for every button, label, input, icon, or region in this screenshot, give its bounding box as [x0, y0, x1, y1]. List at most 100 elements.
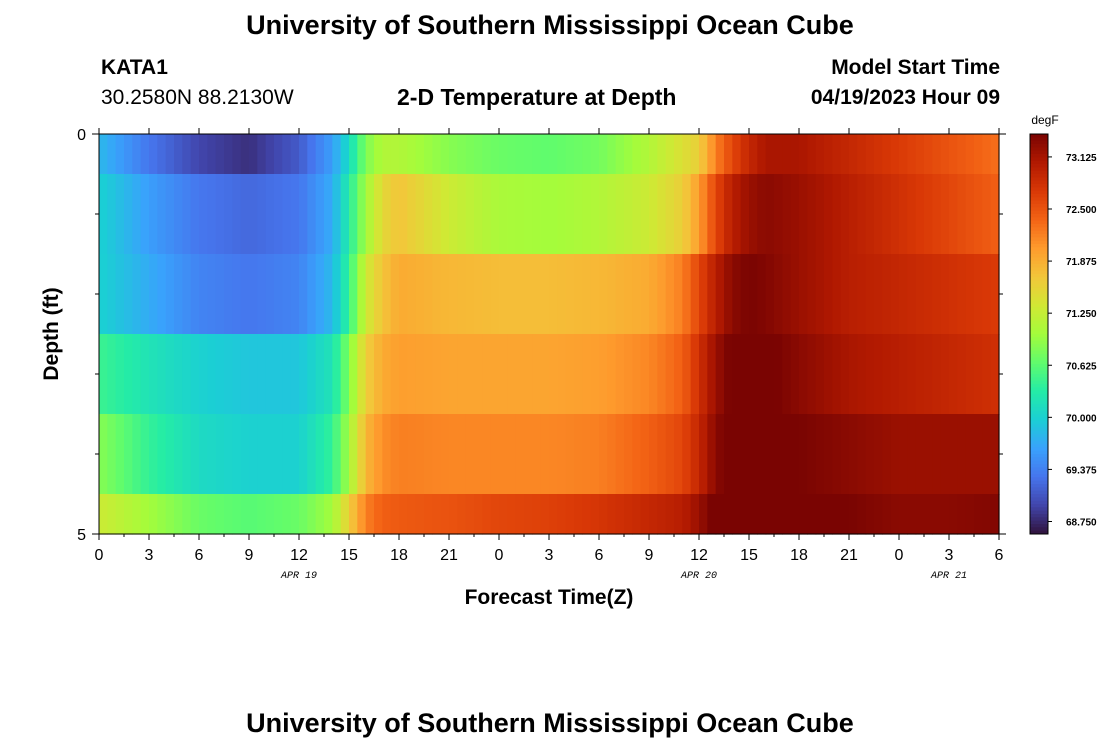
colorbar-segment: [1030, 327, 1048, 332]
heatmap-cell: [115, 414, 125, 495]
heatmap-cell: [832, 494, 842, 535]
colorbar-segment: [1030, 467, 1048, 472]
heatmap-cell: [757, 134, 767, 175]
colorbar-segment: [1030, 497, 1048, 502]
heatmap-cell: [640, 134, 650, 175]
heatmap-cell: [449, 174, 458, 255]
y-axis: 05: [77, 127, 1006, 544]
colorbar-tick-label: 71.875: [1066, 257, 1097, 268]
heatmap-cell: [707, 134, 717, 175]
heatmap-cell: [649, 494, 658, 535]
x-tick-label: 6: [195, 547, 204, 564]
heatmap-cell: [715, 134, 725, 175]
heatmap-cell: [865, 254, 875, 335]
heatmap-cell: [249, 414, 258, 495]
heatmap-cell: [690, 254, 700, 335]
heatmap-cell: [415, 134, 425, 175]
heatmap-cell: [982, 254, 992, 335]
heatmap-cell: [599, 254, 608, 335]
heatmap-cell: [107, 134, 117, 175]
heatmap-cell: [557, 414, 567, 495]
heatmap-cell: [890, 494, 900, 535]
heatmap-cell: [315, 334, 325, 415]
heatmap-cell: [440, 254, 450, 335]
heatmap-cell: [507, 334, 517, 415]
heatmap-cell: [774, 334, 783, 415]
colorbar-segment: [1030, 387, 1048, 392]
heatmap-cell: [857, 494, 867, 535]
heatmap-cell: [615, 414, 625, 495]
colorbar: 73.125 72.500 71.875 71.250 70.625 70.000 69.3…: [1029, 133, 1097, 535]
heatmap-cell: [332, 174, 342, 255]
heatmap-cell: [465, 174, 475, 255]
heatmap-cell: [299, 174, 308, 255]
x-tick-label: 21: [840, 547, 858, 564]
heatmap-cell: [99, 134, 108, 175]
heatmap-cell: [207, 414, 217, 495]
heatmap-cell: [749, 174, 758, 255]
x-axis-label: Forecast Time(Z): [465, 586, 634, 609]
colorbar-segment: [1030, 204, 1048, 208]
heatmap-cell: [365, 134, 375, 175]
heatmap-cell: [257, 334, 267, 415]
heatmap-cell: [432, 334, 442, 415]
heatmap-cell: [574, 174, 583, 255]
colorbar-segment: [1030, 230, 1048, 235]
heatmap-cell: [465, 254, 475, 335]
heatmap-cell: [415, 174, 425, 255]
heatmap-cell: [582, 414, 592, 495]
heatmap-cell: [207, 174, 217, 255]
heatmap-cell: [232, 494, 242, 535]
heatmap-cell: [149, 494, 158, 535]
heatmap-cell: [607, 414, 617, 495]
colorbar-segment: [1030, 267, 1048, 272]
heatmap-cell: [990, 494, 1000, 535]
heatmap-cell: [532, 134, 542, 175]
heatmap-cell: [315, 174, 325, 255]
heatmap-cell: [215, 334, 225, 415]
colorbar-segment: [1030, 350, 1048, 355]
heatmap-cell: [865, 134, 875, 175]
colorbar-segment: [1030, 380, 1048, 385]
heatmap-cell: [307, 134, 317, 175]
colorbar-segment: [1030, 507, 1048, 512]
heatmap-cell: [324, 414, 333, 495]
heatmap-cell: [257, 254, 267, 335]
heatmap-cell: [515, 254, 525, 335]
heatmap-cell: [465, 334, 475, 415]
heatmap-cell: [540, 134, 550, 175]
heatmap-cell: [807, 134, 817, 175]
heatmap-cell: [932, 174, 942, 255]
heatmap-cell: [257, 494, 267, 535]
colorbar-segment: [1030, 134, 1048, 138]
heatmap-cell: [840, 494, 850, 535]
heatmap-cell: [557, 174, 567, 255]
heatmap-cell: [549, 334, 558, 415]
heatmap-cell: [274, 494, 283, 535]
heatmap-cell: [157, 174, 167, 255]
heatmap-cell: [790, 254, 800, 335]
heatmap-cell: [340, 254, 350, 335]
x-tick-label: 3: [145, 547, 154, 564]
heatmap-cell: [490, 494, 500, 535]
heatmap-cell: [857, 174, 867, 255]
heatmap-cell: [340, 414, 350, 495]
heatmap-cell: [815, 254, 825, 335]
heatmap-cell: [374, 134, 383, 175]
heatmap-cell: [457, 174, 467, 255]
heatmap-cell: [632, 254, 642, 335]
heatmap-cell: [765, 174, 775, 255]
heatmap-cell: [240, 414, 250, 495]
heatmap-cell: [299, 494, 308, 535]
colorbar-segment: [1030, 237, 1048, 242]
colorbar-segment: [1030, 484, 1048, 488]
heatmap-cell: [832, 334, 842, 415]
heatmap-cell: [174, 134, 183, 175]
heatmap-cell: [682, 134, 692, 175]
heatmap-cell: [965, 494, 975, 535]
colorbar-segment: [1030, 400, 1048, 405]
heatmap-cell: [657, 334, 667, 415]
heatmap-cell: [874, 174, 883, 255]
heatmap-cell: [799, 494, 808, 535]
